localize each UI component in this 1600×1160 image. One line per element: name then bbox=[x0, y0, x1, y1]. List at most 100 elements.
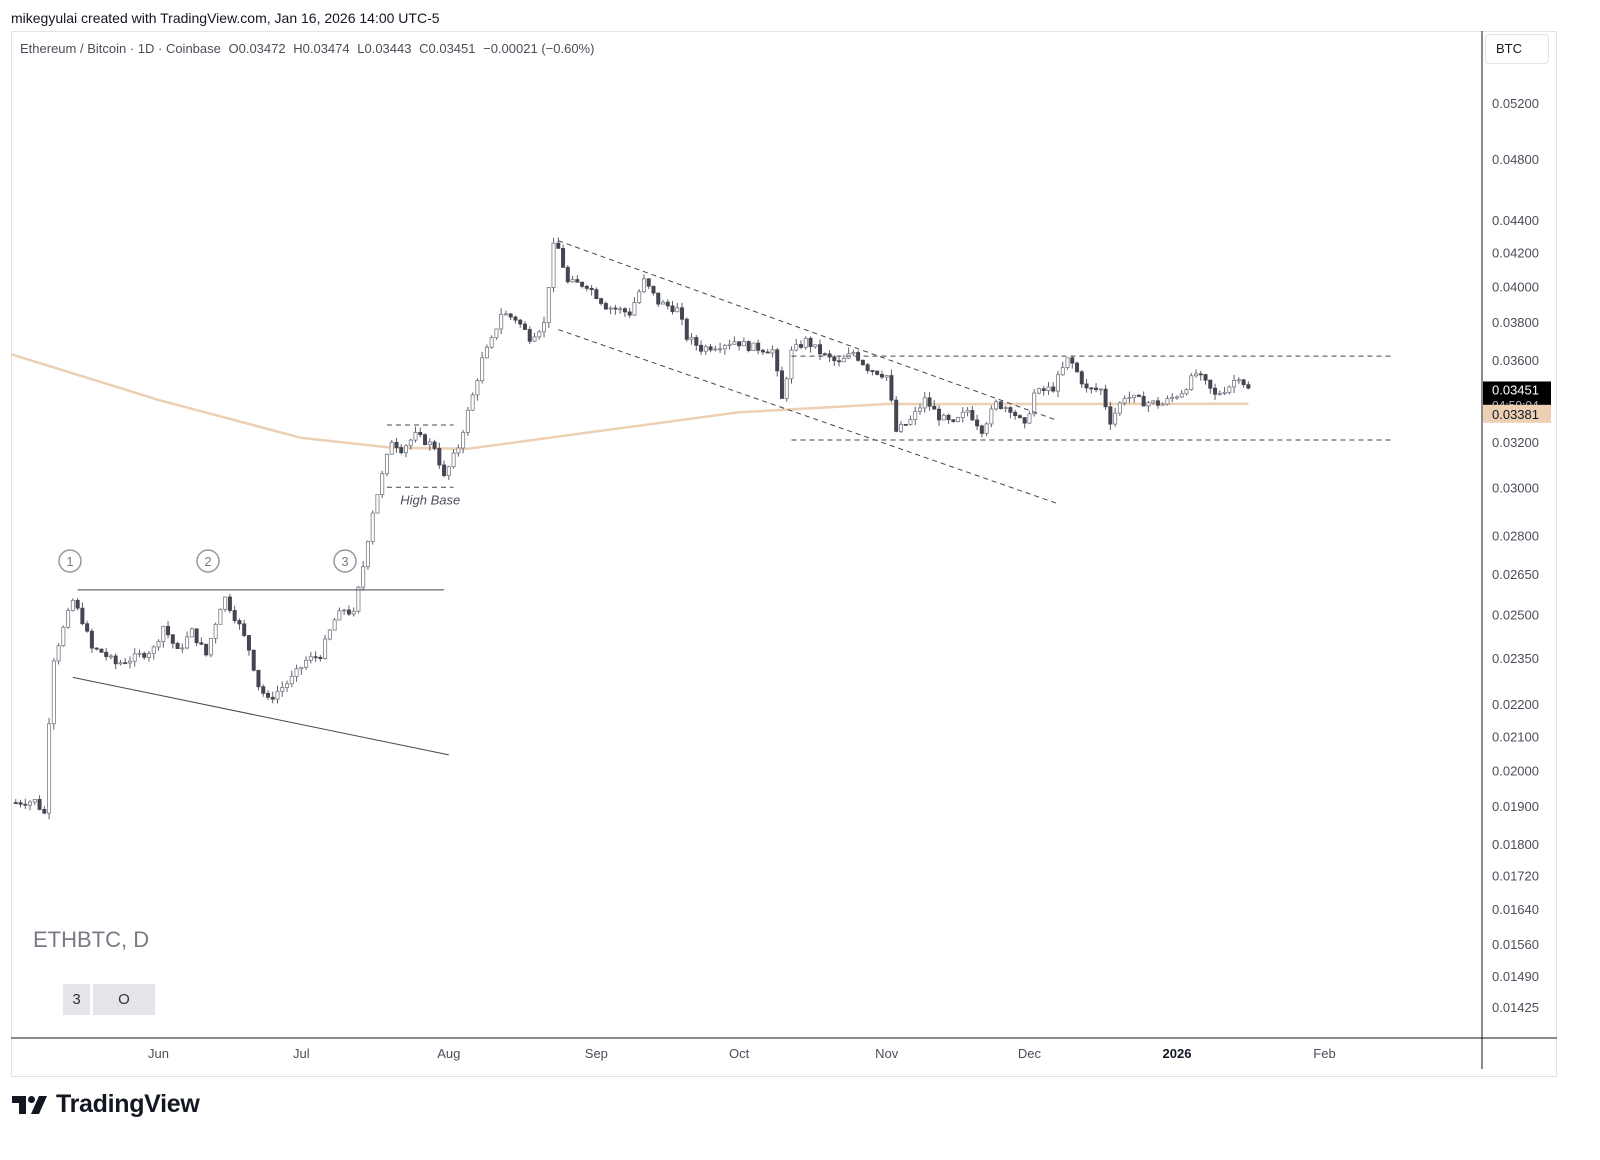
candle-down bbox=[860, 359, 865, 366]
candle-up bbox=[803, 337, 808, 348]
y-tick-label: 0.02350 bbox=[1492, 651, 1539, 666]
candle-down bbox=[232, 610, 237, 621]
candle-down bbox=[737, 341, 742, 347]
candle-up bbox=[494, 328, 499, 338]
y-tick-label: 0.04400 bbox=[1492, 213, 1539, 228]
candle-down bbox=[1079, 371, 1084, 385]
x-tick-label: Nov bbox=[875, 1046, 899, 1061]
candle-up bbox=[365, 541, 370, 568]
pivot-marker-circle bbox=[196, 549, 220, 573]
candle-up bbox=[917, 407, 922, 412]
candle-down bbox=[1198, 373, 1203, 376]
candle-down bbox=[199, 642, 204, 645]
candle-up bbox=[703, 346, 708, 352]
candle-up bbox=[841, 357, 846, 363]
candle-up bbox=[718, 348, 723, 351]
candle-down bbox=[1094, 387, 1099, 391]
candle-down bbox=[699, 344, 704, 352]
candle-up bbox=[285, 683, 290, 688]
candle-up bbox=[61, 626, 66, 647]
candle-up bbox=[813, 344, 818, 348]
candle-down bbox=[589, 287, 594, 291]
currency-label[interactable]: BTC bbox=[1485, 34, 1549, 64]
candle-up bbox=[1046, 386, 1051, 392]
candle-down bbox=[775, 349, 780, 372]
candle-up bbox=[408, 439, 413, 447]
candle-up bbox=[427, 441, 432, 445]
candle-down bbox=[1041, 388, 1046, 392]
chart-frame bbox=[11, 31, 1557, 1077]
candle-down bbox=[194, 628, 199, 644]
candle-down bbox=[651, 285, 656, 294]
candle-up bbox=[389, 441, 394, 455]
y-tick-label: 0.04200 bbox=[1492, 245, 1539, 260]
candle-up bbox=[465, 409, 470, 433]
symbol-watermark: ETHBTC, D bbox=[33, 927, 150, 952]
candle-down bbox=[1013, 411, 1018, 417]
candle-down bbox=[1075, 362, 1080, 373]
candle-down bbox=[822, 353, 827, 356]
candle-down bbox=[970, 410, 975, 421]
pivot-marker-circle bbox=[333, 549, 357, 573]
candle-up bbox=[180, 647, 185, 650]
y-tick-label: 0.02200 bbox=[1492, 697, 1539, 712]
candle-up bbox=[660, 301, 665, 305]
tradingview-logo-text: TradingView bbox=[56, 1090, 200, 1118]
candle-down bbox=[946, 414, 951, 421]
candle-up bbox=[51, 660, 56, 725]
candle-down bbox=[1208, 379, 1213, 389]
candle-up bbox=[1174, 396, 1179, 399]
candle-down bbox=[518, 319, 523, 325]
candle-up bbox=[499, 313, 504, 330]
candle-down bbox=[827, 353, 832, 358]
y-tick-label: 0.01560 bbox=[1492, 937, 1539, 952]
chart-attribution: mikegyulai created with TradingView.com,… bbox=[11, 10, 440, 26]
candle-up bbox=[637, 291, 642, 304]
y-tick-label: 0.02650 bbox=[1492, 567, 1539, 582]
candle-up bbox=[989, 408, 994, 425]
candle-up bbox=[1189, 375, 1194, 391]
candle-up bbox=[1065, 357, 1070, 368]
candle-up bbox=[537, 331, 542, 338]
candle-down bbox=[889, 375, 894, 401]
candle-up bbox=[1146, 402, 1151, 407]
candle-up bbox=[404, 445, 409, 454]
candle-up bbox=[1222, 391, 1227, 395]
candle-down bbox=[818, 344, 823, 355]
candle-down bbox=[1084, 383, 1089, 389]
candle-down bbox=[680, 307, 685, 320]
candle-down bbox=[656, 292, 661, 305]
candle-up bbox=[361, 566, 366, 588]
candle-down bbox=[399, 447, 404, 454]
candle-down bbox=[1108, 406, 1113, 425]
candle-down bbox=[646, 278, 651, 287]
candle-up bbox=[884, 375, 889, 378]
candle-up bbox=[66, 610, 71, 628]
candle-up bbox=[1151, 400, 1156, 404]
candle-down bbox=[1008, 407, 1013, 413]
candle-up bbox=[470, 394, 475, 411]
candle-down bbox=[622, 308, 627, 313]
candle-up bbox=[356, 586, 361, 612]
candle-up bbox=[1194, 373, 1199, 377]
candle-down bbox=[270, 696, 275, 700]
candle-down bbox=[584, 285, 589, 289]
candle-up bbox=[337, 610, 342, 621]
candle-up bbox=[189, 628, 194, 638]
candle-up bbox=[294, 668, 299, 677]
y-tick-label: 0.01640 bbox=[1492, 902, 1539, 917]
legend-symbol[interactable]: Ethereum / Bitcoin · 1D · Coinbase bbox=[20, 41, 221, 56]
candle-down bbox=[594, 289, 599, 300]
y-tick-label: 0.05200 bbox=[1492, 96, 1539, 111]
candle-up bbox=[1132, 394, 1137, 398]
candle-up bbox=[327, 629, 332, 640]
candle-down bbox=[99, 648, 104, 653]
candle-up bbox=[898, 423, 903, 432]
candle-down bbox=[104, 651, 109, 657]
candle-up bbox=[484, 346, 489, 359]
tradingview-logo[interactable]: TradingView bbox=[12, 1090, 200, 1119]
candle-up bbox=[922, 397, 927, 409]
candle-up bbox=[794, 344, 799, 351]
candle-down bbox=[508, 313, 513, 318]
